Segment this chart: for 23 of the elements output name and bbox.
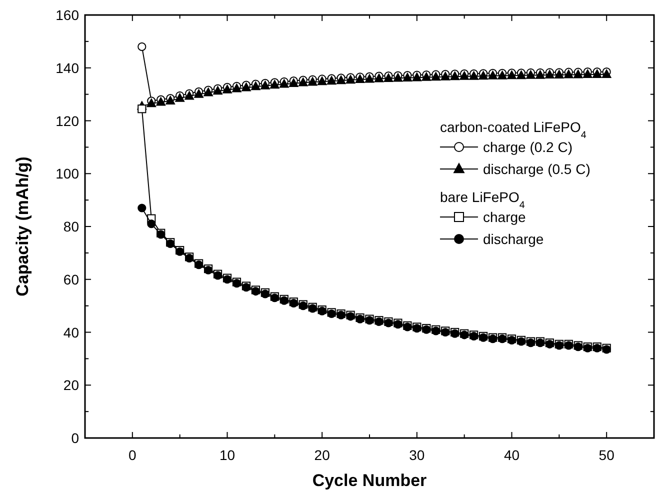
y-axis-title: Capacity (mAh/g) bbox=[13, 156, 32, 296]
y-tick-label: 40 bbox=[63, 324, 80, 340]
x-tick-label: 50 bbox=[598, 447, 615, 463]
annotation: bare LiFePO$_{4}$ bbox=[440, 189, 526, 210]
y-tick-label: 100 bbox=[56, 166, 80, 182]
y-tick-label: 140 bbox=[56, 60, 80, 76]
y-tick-label: 120 bbox=[56, 112, 80, 129]
x-axis-title: Cycle Number bbox=[312, 471, 428, 490]
y-tick-label: 0 bbox=[71, 430, 80, 446]
y-tick-label: 60 bbox=[63, 271, 80, 288]
legend-label: charge bbox=[483, 209, 526, 225]
x-tick-label: 0 bbox=[128, 447, 137, 463]
annotation: carbon-coated LiFePO$_{4}$ bbox=[440, 119, 587, 140]
y-tick-label: 20 bbox=[63, 377, 80, 394]
x-tick-label: 30 bbox=[409, 447, 425, 463]
legend-label: discharge bbox=[483, 231, 544, 247]
legend-label: charge (0.2 C) bbox=[483, 139, 572, 155]
x-tick-label: 20 bbox=[314, 447, 330, 463]
x-tick-label: 40 bbox=[504, 447, 520, 463]
x-tick-label: 10 bbox=[219, 447, 236, 463]
y-tick-label: 80 bbox=[63, 218, 80, 234]
y-tick-label: 160 bbox=[56, 7, 80, 23]
legend-label: discharge (0.5 C) bbox=[483, 161, 590, 177]
